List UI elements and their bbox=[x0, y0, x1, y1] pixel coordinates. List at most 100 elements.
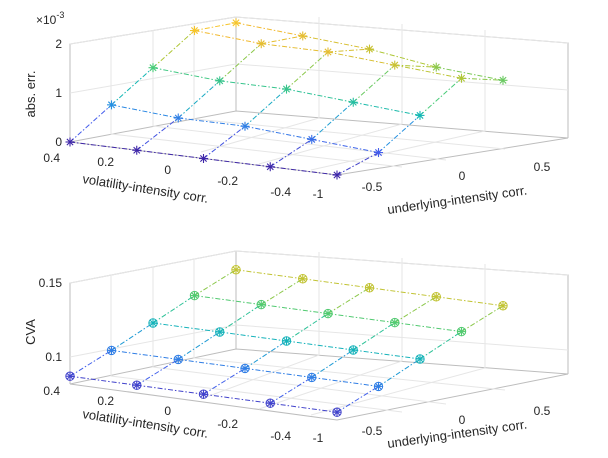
mesh-line-y bbox=[327, 313, 395, 324]
data-point-marker bbox=[215, 327, 225, 337]
mesh-line-x bbox=[269, 138, 313, 168]
mesh-line-y bbox=[152, 322, 220, 333]
mesh-line-x bbox=[311, 349, 354, 378]
mesh-line-y bbox=[219, 331, 287, 342]
mesh-line-x bbox=[69, 349, 112, 377]
mesh-series bbox=[65, 265, 508, 417]
data-point-marker bbox=[307, 134, 317, 144]
mesh-line-y bbox=[235, 22, 303, 37]
data-point-marker bbox=[457, 73, 466, 83]
data-point-marker bbox=[106, 345, 117, 356]
mesh-line-y bbox=[369, 287, 437, 298]
mesh-line-y bbox=[353, 349, 421, 360]
mesh-line-x bbox=[352, 322, 396, 351]
mesh-line-y bbox=[219, 80, 287, 90]
cva-plot: 0.1 0.15 CVA 0.4 0.2 0 -0.2 -0.4 volatil… bbox=[23, 250, 569, 451]
mesh-line-x bbox=[311, 101, 354, 140]
mesh-line-x bbox=[111, 67, 154, 106]
mesh-line-x bbox=[394, 64, 437, 68]
mesh-line-y bbox=[69, 375, 137, 386]
mesh-line-x bbox=[244, 340, 287, 369]
y-tick-label: -0.2 bbox=[217, 417, 238, 431]
mesh-line-y bbox=[394, 64, 462, 79]
z-tick-label: 0.1 bbox=[45, 350, 62, 364]
z-axis-label: CVA bbox=[23, 319, 38, 345]
mesh-line-y bbox=[194, 295, 262, 306]
x-tick-label: 0.5 bbox=[534, 404, 551, 418]
z-tick-label: 2 bbox=[55, 37, 62, 51]
mesh-line-x bbox=[336, 385, 379, 413]
mesh-line-x bbox=[419, 331, 462, 360]
mesh-line-y bbox=[194, 30, 262, 45]
y-axis-label: volatility-intensity corr. bbox=[82, 171, 210, 206]
mesh-line-x bbox=[286, 313, 329, 342]
mesh-line-y bbox=[244, 367, 312, 378]
data-point-marker bbox=[323, 308, 333, 319]
mesh-line-x bbox=[203, 125, 246, 159]
data-point-marker bbox=[256, 39, 266, 49]
mesh-line-y bbox=[327, 51, 395, 66]
data-point-marker bbox=[431, 292, 441, 302]
mesh-line-x bbox=[152, 30, 195, 69]
mesh-line-x bbox=[461, 77, 504, 81]
mesh-line-x bbox=[194, 22, 237, 32]
y-tick-label: 0.4 bbox=[43, 384, 60, 398]
data-point-marker bbox=[107, 100, 116, 110]
mesh-line-x bbox=[136, 117, 179, 151]
mesh-line-x bbox=[219, 43, 262, 82]
data-point-marker bbox=[498, 75, 508, 85]
mesh-line-y bbox=[152, 67, 220, 82]
mesh-line-x bbox=[419, 77, 462, 116]
data-point-marker bbox=[148, 63, 158, 73]
mesh-line-y bbox=[302, 278, 370, 289]
mesh-line-x bbox=[177, 331, 221, 360]
data-point-marker bbox=[190, 26, 199, 36]
data-point-marker bbox=[456, 326, 467, 337]
mesh-line-x bbox=[194, 269, 237, 297]
data-point-marker bbox=[365, 44, 374, 54]
y-tick-label: 0.4 bbox=[43, 151, 60, 165]
mesh-line-x bbox=[336, 152, 379, 176]
mesh-line-x bbox=[394, 296, 437, 324]
mesh-line-x bbox=[136, 358, 179, 386]
y-tick-label: 0.2 bbox=[97, 155, 114, 169]
mesh-line-y bbox=[244, 125, 312, 140]
z-tick-label: 0.15 bbox=[39, 276, 63, 290]
mesh-line-y bbox=[311, 138, 379, 154]
data-point-marker bbox=[65, 137, 75, 147]
mesh-line-x bbox=[244, 88, 287, 127]
y-tick-label: 0 bbox=[164, 163, 171, 177]
y-tick-label: -0.4 bbox=[270, 185, 291, 199]
y-tick-label: 0.2 bbox=[97, 394, 114, 408]
x-ticks: -1 -0.5 0 0.5 bbox=[313, 160, 551, 201]
x-tick-label: -1 bbox=[313, 431, 324, 445]
data-point-marker bbox=[173, 354, 183, 365]
mesh-line-y bbox=[394, 322, 462, 333]
y-ticks: 0.4 0.2 0 -0.2 -0.4 bbox=[43, 384, 291, 443]
z-ticks: 0 1 2 ×10-3 bbox=[36, 10, 64, 149]
data-point-marker bbox=[132, 145, 142, 155]
grid-lines bbox=[69, 16, 569, 171]
x-axis-label: underlying-intensity corr. bbox=[386, 417, 528, 451]
mesh-line-y bbox=[136, 149, 204, 159]
mesh-line-y bbox=[436, 66, 504, 81]
mesh-line-y bbox=[69, 141, 137, 151]
mesh-line-y bbox=[203, 158, 271, 168]
abs-err-plot: 0 1 2 ×10-3 abs. err. 0.4 0.2 0 -0.2 -0.… bbox=[23, 10, 569, 217]
data-point-marker bbox=[390, 60, 400, 70]
data-point-marker bbox=[332, 170, 342, 180]
x-tick-label: -1 bbox=[313, 187, 324, 201]
mesh-line-x bbox=[327, 48, 370, 53]
exponent-label: ×10-3 bbox=[36, 10, 64, 27]
data-point-marker bbox=[148, 318, 158, 328]
mesh-line-y bbox=[178, 117, 246, 127]
mesh-line-x bbox=[286, 51, 329, 90]
x-tick-label: -0.5 bbox=[362, 180, 383, 194]
mesh-line-x bbox=[111, 322, 154, 351]
data-point-marker bbox=[240, 121, 250, 131]
mesh-line-y bbox=[311, 376, 379, 387]
data-point-marker bbox=[132, 380, 142, 390]
x-axis-label: underlying-intensity corr. bbox=[386, 183, 528, 217]
mesh-line-y bbox=[111, 104, 179, 119]
